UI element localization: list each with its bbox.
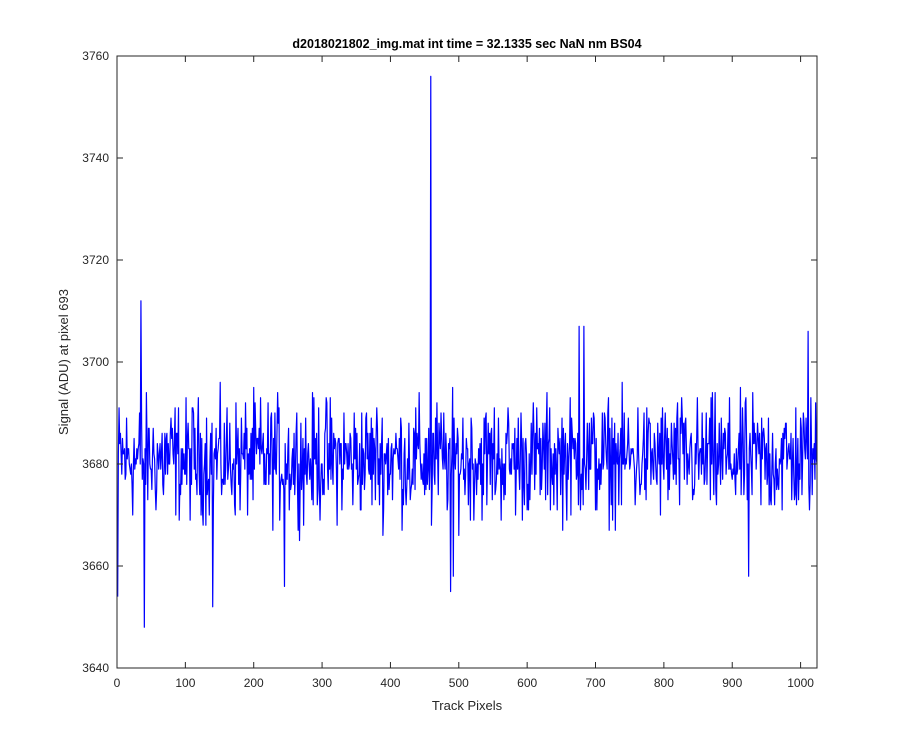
y-axis-label: Signal (ADU) at pixel 693 [56, 289, 71, 435]
y-tick-label: 3760 [82, 49, 109, 63]
x-tick-label: 700 [586, 676, 606, 690]
x-tick-label: 200 [244, 676, 264, 690]
y-tick-label: 3720 [82, 253, 109, 267]
x-tick-label: 300 [312, 676, 332, 690]
y-tick-label: 3700 [82, 355, 109, 369]
x-tick-label: 500 [449, 676, 469, 690]
x-tick-label: 1000 [787, 676, 814, 690]
x-tick-label: 400 [380, 676, 400, 690]
x-tick-label: 100 [175, 676, 195, 690]
y-tick-label: 3740 [82, 151, 109, 165]
chart-title: d2018021802_img.mat int time = 32.1335 s… [292, 37, 641, 51]
x-tick-label: 800 [654, 676, 674, 690]
y-tick-label: 3680 [82, 457, 109, 471]
y-tick-label: 3660 [82, 559, 109, 573]
x-axis: 0 100 200 300 400 500 600 700 800 900 1000 [114, 56, 814, 690]
x-tick-label: 600 [517, 676, 537, 690]
y-tick-label: 3640 [82, 661, 109, 675]
signal-series-line [117, 75, 818, 628]
x-tick-label: 900 [722, 676, 742, 690]
x-axis-label: Track Pixels [432, 698, 503, 713]
plot-background [117, 56, 817, 668]
y-axis: 3640 3660 3680 3700 3720 3740 3760 [82, 49, 817, 675]
series-layer [117, 75, 818, 628]
x-tick-label: 0 [114, 676, 121, 690]
